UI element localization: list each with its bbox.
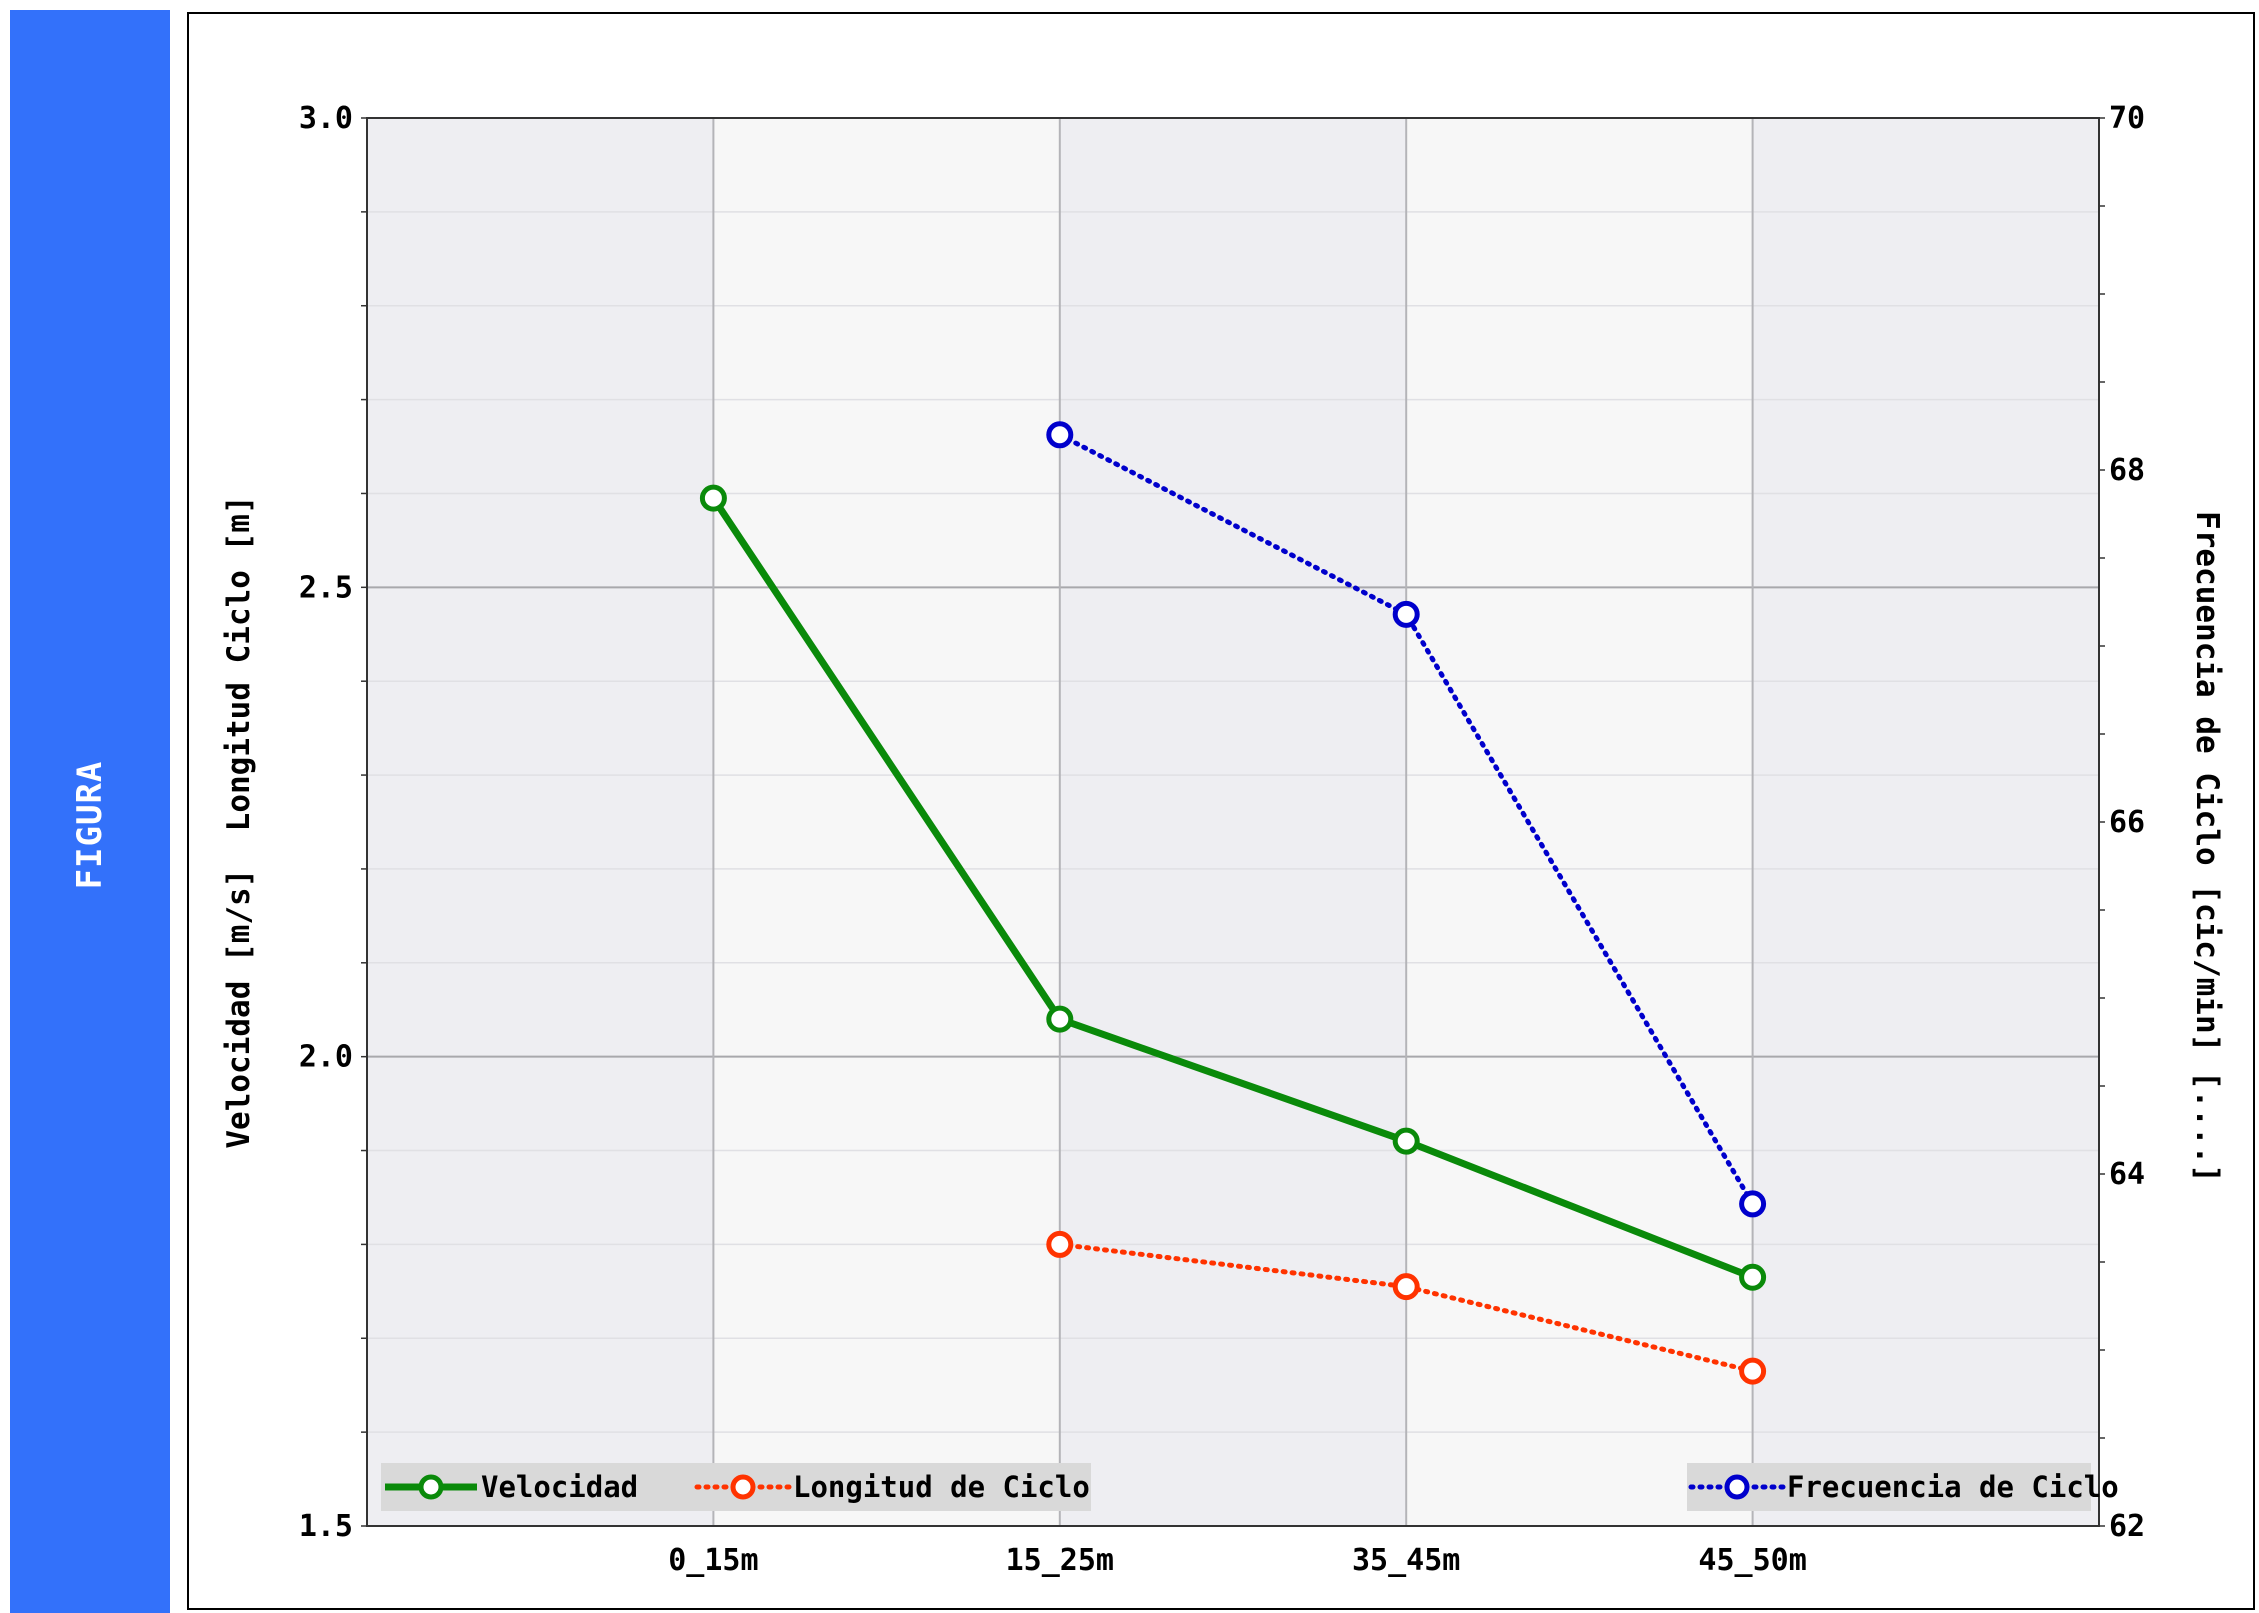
right-tick-label: 62 — [2109, 1509, 2145, 1544]
line-chart: 1.5 2.0 2.5 3.0 62 64 66 68 70 0_15m 15_25m 35_45m 4… — [221, 101, 2225, 1578]
data-point-longitud-de-ciclo — [1046, 1230, 1074, 1258]
legend-label: Longitud de Ciclo — [793, 1470, 1090, 1504]
category-label: 0_15m — [668, 1543, 758, 1578]
sidebar: FIGURA — [10, 10, 170, 1613]
legend-marker — [730, 1474, 756, 1500]
legend-label: Velocidad — [481, 1470, 638, 1504]
category-label: 35_45m — [1352, 1543, 1460, 1578]
tick-labels: 1.5 2.0 2.5 3.0 62 64 66 68 70 0_15m 15_25m 35_45m 4… — [299, 101, 2145, 1578]
data-point-velocidad — [1046, 1005, 1074, 1033]
plot-band — [367, 118, 714, 1526]
series-line-velocidad — [710, 496, 1754, 1281]
data-point-velocidad — [1739, 1263, 1767, 1291]
right-tick-label: 64 — [2109, 1157, 2145, 1192]
legend-label: Frecuencia de Ciclo — [1787, 1470, 2119, 1504]
data-point-velocidad — [699, 484, 727, 512]
data-point-frecuencia-de-ciclo — [1739, 1190, 1767, 1218]
plot-band — [713, 118, 1060, 1526]
plot-band — [1406, 118, 1753, 1526]
category-label: 45_50m — [1698, 1543, 1806, 1578]
legend: Velocidad Longitud de Ciclo Frecuencia de … — [381, 1463, 2119, 1511]
left-tick-label: 1.5 — [299, 1509, 353, 1544]
left-tick-label: 2.0 — [299, 1040, 353, 1075]
right-axis-label: Frecuencia de Ciclo [cic/min] [....] — [2189, 511, 2225, 1183]
axis-labels: Velocidad [m/s] Longitud Ciclo [m] Frecue… — [221, 495, 2225, 1183]
right-tick-label: 70 — [2109, 101, 2145, 136]
data-point-frecuencia-de-ciclo — [1046, 421, 1074, 449]
right-tick-label: 68 — [2109, 453, 2145, 488]
legend-marker — [418, 1474, 444, 1500]
series-group — [699, 421, 1767, 1385]
sidebar-label: FIGURA — [70, 760, 110, 890]
data-point-longitud-de-ciclo — [1392, 1273, 1420, 1301]
left-tick-label: 3.0 — [299, 101, 353, 136]
plot-background — [367, 118, 2099, 1526]
category-label: 15_25m — [1006, 1543, 1114, 1578]
figure-frame: 1.5 2.0 2.5 3.0 62 64 66 68 70 0_15m 15_25m 35_45m 4… — [187, 12, 2255, 1610]
left-tick-label: 2.5 — [299, 570, 353, 605]
left-axis-label: Velocidad [m/s] Longitud Ciclo [m] — [221, 495, 257, 1148]
legend-marker — [1724, 1474, 1750, 1500]
plot-band — [1752, 118, 2099, 1526]
data-point-velocidad — [1392, 1127, 1420, 1155]
plot-frame — [361, 117, 2105, 1527]
data-point-longitud-de-ciclo — [1739, 1357, 1767, 1385]
right-tick-label: 66 — [2109, 805, 2145, 840]
plot-band — [1059, 118, 1407, 1526]
data-point-frecuencia-de-ciclo — [1392, 600, 1420, 628]
